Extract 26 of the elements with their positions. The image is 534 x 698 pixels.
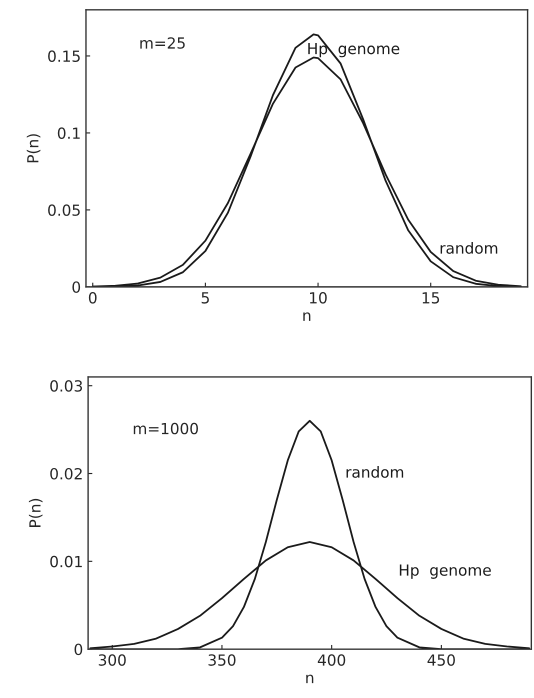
y-tick-label: 0.01 <box>50 556 82 568</box>
annotation: m=25 <box>140 37 185 49</box>
x-tick-label: 400 <box>318 654 346 666</box>
y-tick-label: 0 <box>72 281 80 293</box>
x-tick-label: 450 <box>428 654 455 666</box>
y-tick-label: 0.03 <box>50 380 82 392</box>
x-tick-label: 0 <box>88 292 97 304</box>
y-tick-label: 0.15 <box>48 50 80 62</box>
x-tick-label: 350 <box>208 654 236 666</box>
y-axis-title: P(n) <box>26 134 40 162</box>
x-tick-label: 300 <box>98 654 126 666</box>
y-tick-label: 0 <box>74 644 82 656</box>
y-tick-label: 0.1 <box>58 127 80 139</box>
series-label: Hp genome <box>308 42 400 58</box>
series-label: random <box>440 242 498 254</box>
y-tick-label: 0.02 <box>50 468 82 480</box>
x-axis-title: n <box>306 674 314 684</box>
x-tick-label: 15 <box>422 292 440 304</box>
series-label: random <box>346 466 404 478</box>
x-tick-label: 10 <box>310 292 327 304</box>
y-tick-label: 0.05 <box>48 204 80 216</box>
x-tick-label: 5 <box>202 292 209 304</box>
x-axis-title: n <box>303 312 310 321</box>
y-axis-title: P(n) <box>28 498 43 527</box>
annotation: m=1000 <box>134 422 198 434</box>
series-label: Hp genome <box>400 564 491 579</box>
